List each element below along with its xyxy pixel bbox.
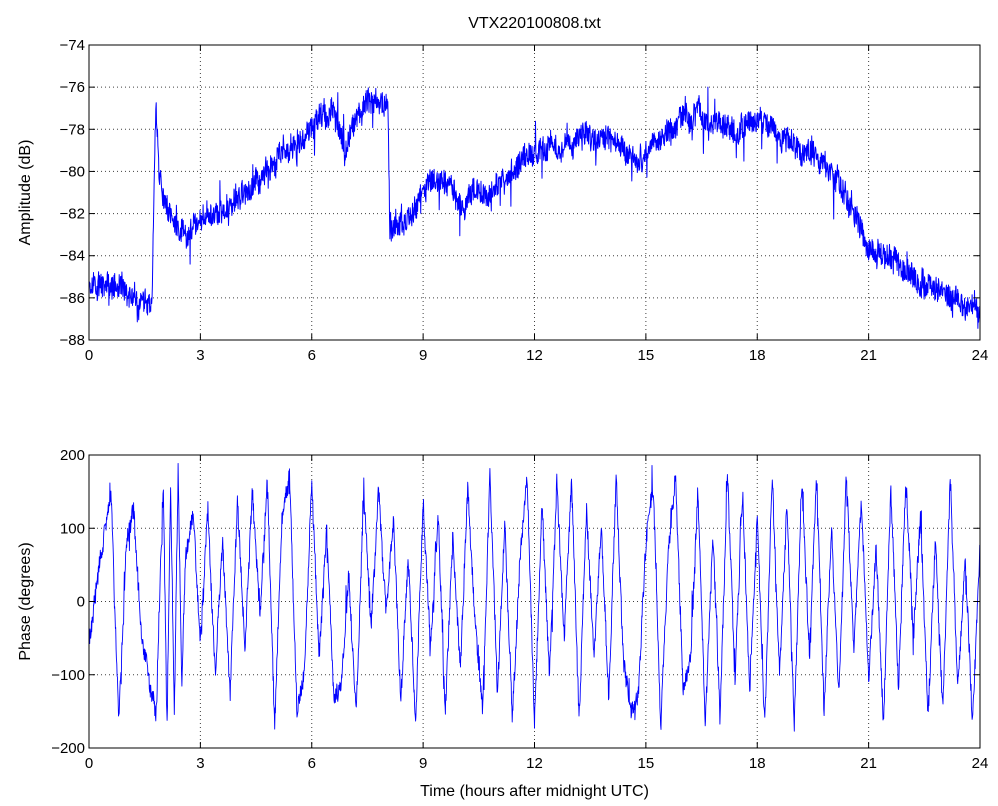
y-tick-label: −200 [51, 740, 85, 757]
x-tick-label: 24 [972, 347, 989, 364]
phase-panel: 0 3 6 9 12 15 18 21 24 200 100 0 −100 −200 Phase (de… [17, 447, 988, 800]
amplitude-x-ticks: 0 3 6 9 12 15 18 21 24 [85, 45, 989, 364]
x-tick-label: 0 [85, 755, 93, 772]
y-tick-label: −78 [60, 121, 85, 138]
x-tick-label: 12 [526, 755, 543, 772]
y-tick-label: −88 [60, 332, 85, 349]
y-tick-label: −82 [60, 206, 85, 223]
phase-y-ticks: 200 100 0 −100 −200 [51, 447, 980, 757]
y-tick-label: −80 [60, 163, 85, 180]
x-tick-label: 15 [638, 755, 655, 772]
x-tick-label: 18 [749, 755, 766, 772]
x-tick-label: 3 [196, 347, 204, 364]
x-tick-label: 9 [419, 347, 427, 364]
y-tick-label: −100 [51, 667, 85, 684]
y-tick-label: −76 [60, 79, 85, 96]
x-tick-label: 6 [308, 755, 316, 772]
y-tick-label: −84 [60, 248, 85, 265]
phase-y-axis-label: Phase (degrees) [17, 542, 34, 660]
x-tick-label: 24 [972, 755, 989, 772]
x-tick-label: 21 [860, 347, 877, 364]
y-tick-label: −86 [60, 290, 85, 307]
x-tick-label: 9 [419, 755, 427, 772]
phase-series-line [88, 462, 981, 732]
phase-x-axis-label: Time (hours after midnight UTC) [420, 783, 649, 800]
x-tick-label: 15 [638, 347, 655, 364]
amplitude-series-line [88, 86, 981, 329]
y-tick-label: 0 [77, 594, 85, 611]
x-tick-label: 3 [196, 755, 204, 772]
x-tick-label: 6 [308, 347, 316, 364]
x-tick-label: 18 [749, 347, 766, 364]
amplitude-series [88, 86, 981, 329]
y-tick-label: 200 [60, 447, 85, 464]
y-tick-label: 100 [60, 520, 85, 537]
chart-title: VTX220100808.txt [468, 15, 601, 32]
x-tick-label: 21 [860, 755, 877, 772]
y-tick-label: −74 [60, 37, 85, 54]
amplitude-y-axis-label: Amplitude (dB) [17, 140, 34, 246]
phase-series [88, 462, 981, 732]
x-tick-label: 12 [526, 347, 543, 364]
amplitude-panel: VTX220100808.txt 0 3 6 9 12 15 18 21 24 −74−76−7… [17, 15, 988, 364]
phase-x-ticks: 0 3 6 9 12 15 18 21 24 [85, 455, 989, 772]
x-tick-label: 0 [85, 347, 93, 364]
amplitude-y-ticks: −74 −76 −78 −80 −82 −84 −86 −88 [60, 37, 980, 349]
amplitude-grid [89, 45, 980, 340]
